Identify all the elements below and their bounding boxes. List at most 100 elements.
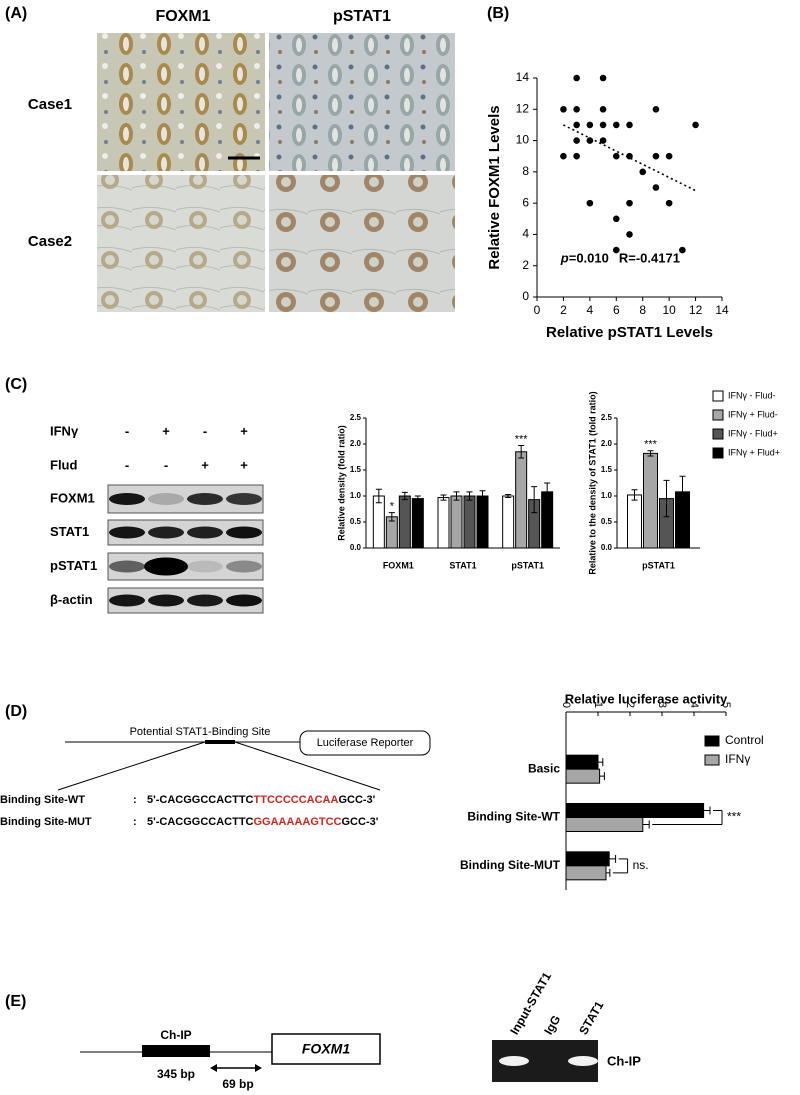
y-tick-label: 8 (522, 164, 529, 178)
zoom-line (57, 741, 206, 791)
y-tick-label: 6 (522, 195, 529, 209)
size-label: 345 bp (157, 1067, 195, 1081)
legend-swatch (704, 754, 720, 766)
blot-label: β-actin (50, 592, 93, 607)
gel-label: Ch-IP (607, 1053, 641, 1068)
x-tick-label: STAT1 (449, 560, 476, 570)
x-tick-label: 4 (587, 303, 594, 317)
x-tick-label: 0 (560, 702, 572, 708)
y-tick-label: 0.0 (350, 543, 362, 552)
bar (411, 498, 424, 549)
blot-band (226, 526, 262, 539)
y-tick-label: Binding Site-WT (467, 810, 560, 824)
y-tick-label: Basic (528, 761, 560, 775)
column-title: FOXM1 (155, 8, 210, 25)
error-bar (679, 475, 686, 508)
x-tick-label: FOXM1 (383, 560, 414, 570)
point (586, 137, 594, 144)
point (626, 231, 633, 238)
y-tick-label: 2 (522, 258, 529, 272)
significance: *** (644, 439, 658, 451)
condition-sign: + (240, 423, 248, 438)
error-bar (609, 854, 617, 863)
blot-band (109, 594, 145, 607)
point (573, 74, 580, 82)
annotation-part: R=-0.4171 (619, 251, 680, 266)
point (626, 199, 633, 207)
legend-swatch (712, 409, 724, 421)
error-bar (505, 493, 512, 499)
y-tick-label: 12 (516, 101, 530, 115)
error-bar (440, 494, 447, 501)
x-tick-label: 6 (613, 303, 620, 317)
point (652, 184, 660, 191)
blot-band (148, 526, 184, 539)
x-tick-label: 2 (560, 303, 567, 317)
point (599, 121, 607, 129)
y-tick-label: 2.0 (601, 439, 613, 448)
x-tick-label: pSTAT1 (642, 560, 675, 570)
row-title: Case1 (28, 96, 72, 113)
condition-sign: + (240, 457, 248, 472)
sequence-part: GCC-3' (342, 816, 379, 828)
legend-swatch (712, 447, 724, 459)
x-tick-label: 14 (715, 303, 729, 317)
x-tick-label: 10 (662, 303, 676, 317)
blot-band (109, 526, 145, 539)
x-tick-label: 0 (534, 303, 541, 317)
annotation: p=0.010 R=-0.4171 (560, 251, 680, 266)
y-axis-label: Relative to the density of STAT1 (fold r… (587, 391, 597, 574)
x-tick-label: 1 (592, 702, 604, 708)
blot-label: pSTAT1 (50, 558, 97, 573)
comparison-label: *** (727, 810, 741, 824)
panel-label: (E) (5, 993, 26, 1010)
y-tick-label: 0 (522, 289, 529, 303)
micrograph (97, 175, 265, 312)
point (586, 121, 594, 129)
x-tick-label: 12 (689, 303, 703, 317)
sequence: 5'-CACGGCCACTTCTTCCCCCACAAGCC-3' (147, 794, 376, 806)
micrograph (97, 33, 265, 171)
sequence-part: GCC-3' (338, 794, 375, 806)
micrograph (269, 33, 455, 171)
y-tick-label: 2.5 (601, 413, 613, 422)
point (692, 121, 699, 129)
point (652, 105, 660, 113)
error-bar (414, 495, 421, 502)
bar (565, 754, 599, 770)
error-bar (531, 486, 538, 514)
blot-label: FOXM1 (50, 490, 95, 505)
y-tick-label: 1.5 (350, 465, 362, 474)
legend-label: IFNγ + Flud+ (728, 447, 780, 457)
point (573, 152, 580, 160)
annotation-part: p (560, 251, 569, 266)
column-title: pSTAT1 (333, 8, 391, 25)
site-label: Potential STAT1-Binding Site (130, 726, 271, 738)
legend-swatch (704, 735, 720, 747)
row-title: Case2 (28, 233, 72, 250)
sequence-core: TTCCCCCACAA (254, 794, 339, 806)
error-bar (606, 868, 611, 877)
point (599, 105, 607, 113)
comparison-bracket (612, 858, 629, 874)
point (612, 152, 620, 160)
significance: * (390, 501, 395, 513)
blot-band (109, 493, 145, 505)
condition-sign: + (162, 423, 170, 438)
legend-swatch (712, 390, 724, 402)
y-tick-label: Binding Site-MUT (460, 858, 561, 872)
bar (372, 495, 385, 549)
y-tick-label: 1.0 (350, 491, 362, 500)
x-tick-label: 8 (639, 303, 646, 317)
condition-label: Flud (50, 457, 77, 472)
error-bar (631, 489, 638, 501)
bar (627, 494, 642, 549)
error-bar (642, 820, 650, 829)
error-bar (479, 490, 486, 502)
point (573, 105, 580, 113)
y-axis-label: Relative FOXM1 Levels (486, 105, 503, 269)
region-label: Ch-IP (160, 1028, 191, 1042)
x-tick-label: 5 (720, 702, 732, 708)
point (599, 137, 607, 144)
